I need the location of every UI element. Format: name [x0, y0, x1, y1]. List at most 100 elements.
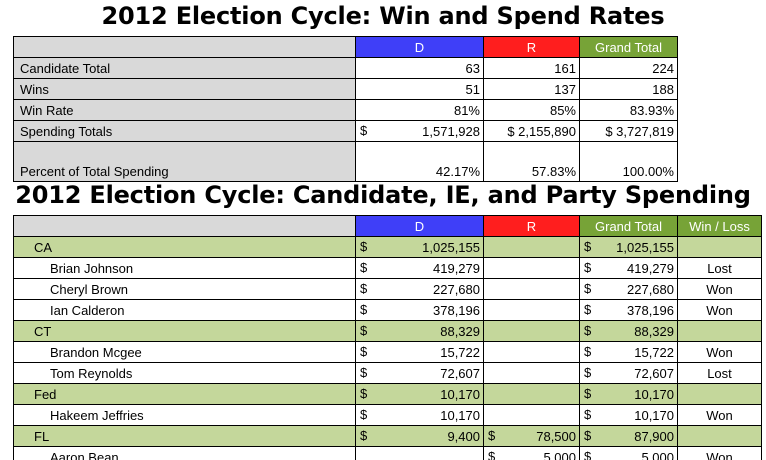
d-value[interactable]: $15,722: [355, 341, 484, 363]
r-value[interactable]: [483, 278, 580, 300]
r-value[interactable]: 57.83%: [483, 141, 580, 182]
header-win-loss[interactable]: Win / Loss: [677, 215, 762, 237]
win-loss-cell[interactable]: Won: [677, 404, 762, 426]
state-row: Fed $10,170 $10,170: [13, 383, 762, 405]
total-value[interactable]: $88,329: [579, 320, 678, 342]
candidate-name[interactable]: Cheryl Brown: [13, 278, 356, 300]
amount: 72,607: [440, 365, 480, 381]
r-value[interactable]: [483, 236, 580, 258]
r-value[interactable]: [483, 341, 580, 363]
row-label[interactable]: Win Rate: [13, 99, 356, 121]
detail-header-row: D R Grand Total Win / Loss: [13, 215, 762, 237]
win-loss-cell[interactable]: [677, 320, 762, 342]
total-value[interactable]: $10,170: [579, 404, 678, 426]
header-grand-total[interactable]: Grand Total: [579, 36, 678, 58]
d-value[interactable]: $227,680: [355, 278, 484, 300]
r-value[interactable]: 85%: [483, 99, 580, 121]
win-loss-cell[interactable]: [677, 425, 762, 447]
row-label[interactable]: Wins: [13, 78, 356, 100]
state-name[interactable]: Fed: [13, 383, 356, 405]
d-value[interactable]: 42.17%: [355, 141, 484, 182]
total-value[interactable]: 224: [579, 57, 678, 79]
win-loss-cell[interactable]: Lost: [677, 362, 762, 384]
d-value[interactable]: $378,196: [355, 299, 484, 321]
r-value[interactable]: [483, 320, 580, 342]
r-value[interactable]: [483, 257, 580, 279]
amount: 9,400: [447, 428, 480, 444]
row-label[interactable]: Candidate Total: [13, 57, 356, 79]
candidate-row: Brian Johnson $419,279 $419,279 Lost: [13, 257, 762, 279]
header-r[interactable]: R: [483, 36, 580, 58]
win-loss-cell[interactable]: Won: [677, 446, 762, 460]
r-value[interactable]: [483, 383, 580, 405]
r-value[interactable]: [483, 299, 580, 321]
win-loss-cell[interactable]: Won: [677, 299, 762, 321]
d-value[interactable]: $72,607: [355, 362, 484, 384]
total-value[interactable]: $10,170: [579, 383, 678, 405]
d-value[interactable]: $419,279: [355, 257, 484, 279]
total-value[interactable]: $227,680: [579, 278, 678, 300]
candidate-name[interactable]: Ian Calderon: [13, 299, 356, 321]
r-value[interactable]: $ 2,155,890: [483, 120, 580, 142]
win-spend-table: D R Grand Total Candidate Total 63 161 2…: [13, 36, 678, 182]
candidate-name[interactable]: Brian Johnson: [13, 257, 356, 279]
currency-symbol: $: [488, 428, 496, 443]
amount: 88,329: [440, 323, 480, 339]
d-value[interactable]: 51: [355, 78, 484, 100]
win-loss-cell[interactable]: [677, 236, 762, 258]
candidate-spending-table: D R Grand Total Win / Loss CA $1,025,155 $…: [13, 215, 762, 460]
win-loss-cell[interactable]: Won: [677, 341, 762, 363]
d-value[interactable]: $9,400: [355, 425, 484, 447]
total-value[interactable]: $87,900: [579, 425, 678, 447]
header-r[interactable]: R: [483, 215, 580, 237]
amount: 419,279: [627, 260, 674, 276]
state-name[interactable]: CA: [13, 236, 356, 258]
candidate-name[interactable]: Hakeem Jeffries: [13, 404, 356, 426]
candidate-name[interactable]: Brandon Mcgee: [13, 341, 356, 363]
row-label[interactable]: Spending Totals: [13, 120, 356, 142]
candidate-row: Tom Reynolds $72,607 $72,607 Lost: [13, 362, 762, 384]
d-value[interactable]: $88,329: [355, 320, 484, 342]
state-name[interactable]: FL: [13, 425, 356, 447]
amount: 10,170: [440, 386, 480, 402]
total-value[interactable]: 100.00%: [579, 141, 678, 182]
total-value[interactable]: 188: [579, 78, 678, 100]
total-value[interactable]: $419,279: [579, 257, 678, 279]
total-value[interactable]: $1,025,155: [579, 236, 678, 258]
total-value[interactable]: $15,722: [579, 341, 678, 363]
total-value[interactable]: $72,607: [579, 362, 678, 384]
d-value[interactable]: $10,170: [355, 383, 484, 405]
total-value[interactable]: 83.93%: [579, 99, 678, 121]
d-value[interactable]: $1,571,928: [355, 120, 484, 142]
currency-symbol: $: [360, 386, 368, 401]
header-d[interactable]: D: [355, 215, 484, 237]
candidate-name[interactable]: Aaron Bean: [13, 446, 356, 460]
r-value[interactable]: 137: [483, 78, 580, 100]
total-value[interactable]: $378,196: [579, 299, 678, 321]
d-value[interactable]: $1,025,155: [355, 236, 484, 258]
win-loss-cell[interactable]: Lost: [677, 257, 762, 279]
currency-symbol: $: [584, 428, 592, 443]
summary-title: 2012 Election Cycle: Win and Spend Rates: [101, 2, 665, 30]
candidate-name[interactable]: Tom Reynolds: [13, 362, 356, 384]
state-name[interactable]: CT: [13, 320, 356, 342]
d-value[interactable]: 63: [355, 57, 484, 79]
r-value[interactable]: [483, 404, 580, 426]
currency-symbol: $: [360, 365, 368, 380]
win-loss-cell[interactable]: Won: [677, 278, 762, 300]
win-loss-cell[interactable]: [677, 383, 762, 405]
header-d[interactable]: D: [355, 36, 484, 58]
d-value[interactable]: $10,170: [355, 404, 484, 426]
header-grand-total[interactable]: Grand Total: [579, 215, 678, 237]
r-value[interactable]: $78,500: [483, 425, 580, 447]
d-value[interactable]: 81%: [355, 99, 484, 121]
currency-symbol: $: [584, 386, 592, 401]
total-value[interactable]: $5,000: [579, 446, 678, 460]
total-value[interactable]: $ 3,727,819: [579, 120, 678, 142]
amount: 87,900: [634, 428, 674, 444]
r-value[interactable]: $5,000: [483, 446, 580, 460]
r-value[interactable]: [483, 362, 580, 384]
r-value[interactable]: 161: [483, 57, 580, 79]
row-label[interactable]: Percent of Total Spending: [13, 141, 356, 182]
d-value[interactable]: [355, 446, 484, 460]
